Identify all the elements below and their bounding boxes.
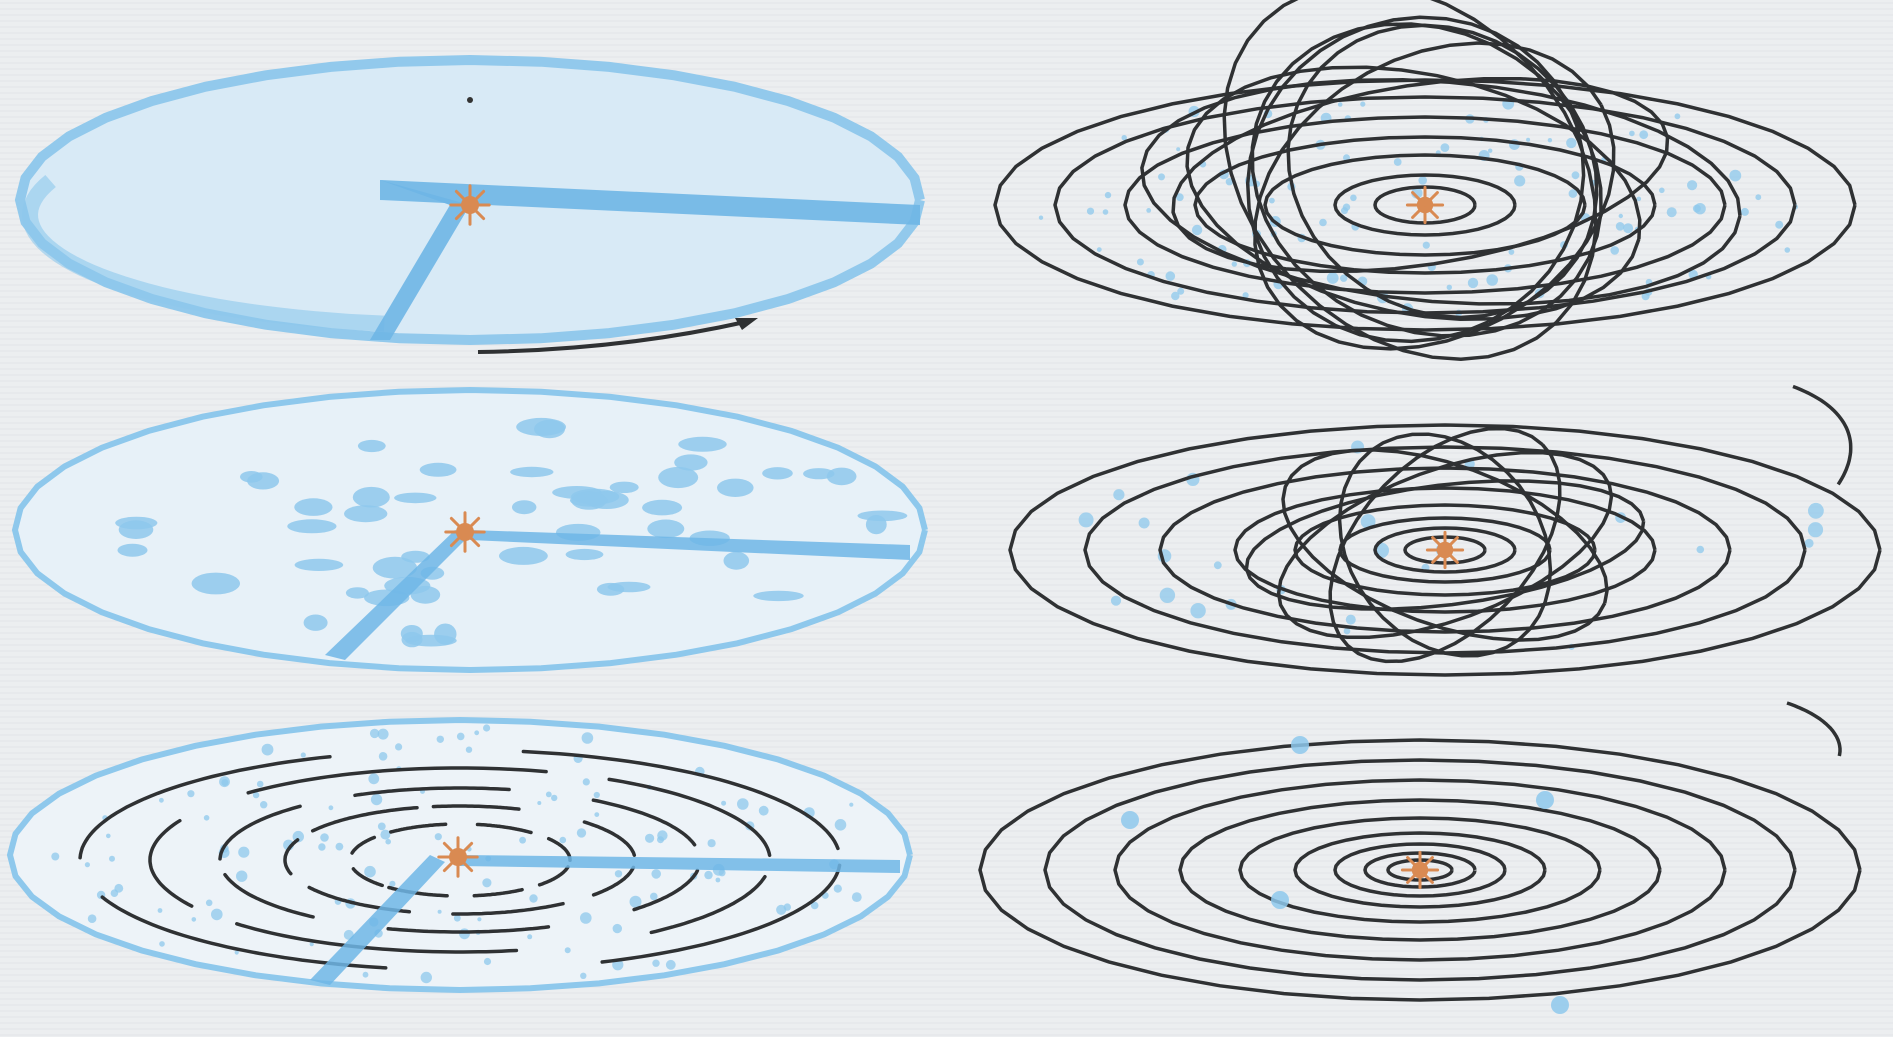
background [0, 0, 1893, 1037]
planet-formation-diagram [0, 0, 1893, 1037]
